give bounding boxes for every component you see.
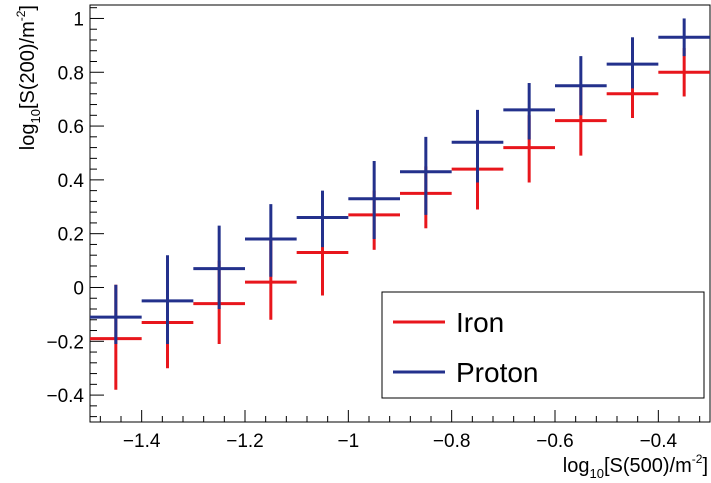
y-tick-label: 0.4 [58,171,85,192]
legend: Iron Proton [381,291,705,399]
data-series [90,18,710,390]
legend-label-proton: Proton [456,357,539,388]
x-tick-label: −0.8 [433,431,471,452]
x-axis-title: log10[S(500)/m-2] [563,452,708,481]
y-tick-label: 0.6 [58,117,84,138]
y-axis-ticks: −0.4 −0.2 0 0.2 0.4 0.6 0.8 1 [46,7,104,418]
y-tick-label: −0.2 [46,332,84,353]
x-tick-label: −1.2 [226,431,264,452]
plot-frame [89,4,711,423]
x-tick-label: −0.6 [536,431,574,452]
x-tick-label: −1 [337,431,359,452]
y-tick-label: 0 [73,278,84,299]
y-tick-label: −0.4 [46,386,84,407]
y-tick-label: 0.8 [58,63,84,84]
x-tick-label: −1.4 [123,431,161,452]
y-tick-label: 0.2 [58,225,84,246]
y-axis-title: log10[S(200)/m-2] [14,5,43,150]
legend-label-iron: Iron [456,307,504,338]
legend-box [381,291,705,399]
series-proton [90,18,710,344]
x-tick-label: −0.4 [640,431,678,452]
y-tick-label: 1 [73,9,84,30]
x-axis-ticks: −1.4 −1.2 −1 −0.8 −0.6 −0.4 [99,410,701,452]
